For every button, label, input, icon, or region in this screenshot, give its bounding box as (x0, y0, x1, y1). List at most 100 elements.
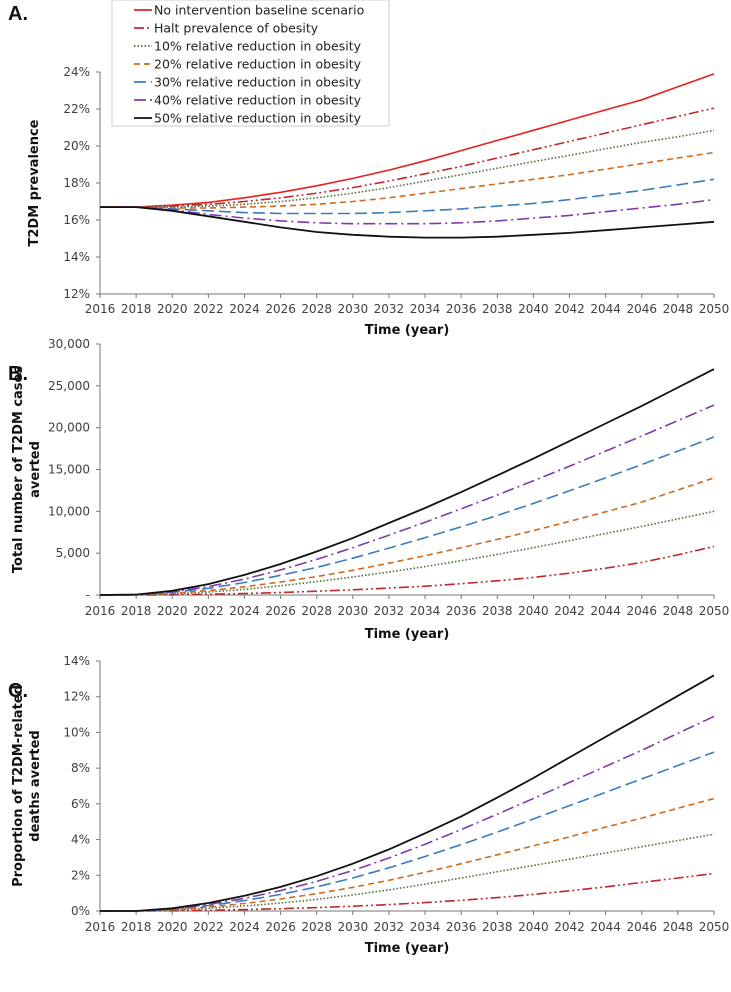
x-tick-label: 2034 (410, 302, 441, 316)
y-tick-label: 20,000 (48, 421, 90, 435)
y-tick-label: 15,000 (48, 463, 90, 477)
series-line-20pct (100, 797, 715, 912)
x-tick-label: 2050 (699, 302, 730, 316)
x-tick-label: 2044 (590, 604, 621, 618)
y-tick-label: 14% (63, 654, 90, 668)
x-tick-label: 2022 (193, 604, 224, 618)
series-line-40pct (100, 198, 715, 225)
x-tick-label: 2022 (193, 302, 224, 316)
x-tick-label: 2048 (663, 604, 694, 618)
y-tick-label: 5,000 (56, 546, 90, 560)
legend-label: 40% relative reduction in obesity (154, 93, 362, 108)
y-axis-title: Proportion of T2DM-related deaths averted (11, 685, 43, 887)
y-tick-label: 30,000 (48, 337, 90, 351)
series-line-30pct (99, 436, 715, 596)
x-tick-label: 2024 (229, 920, 260, 934)
x-tick-label: 2032 (374, 920, 405, 934)
series-line-20pct (99, 477, 715, 596)
x-tick-label: 2040 (518, 604, 549, 618)
x-tick-label: 2016 (85, 920, 116, 934)
y-tick-label: - (86, 588, 90, 602)
x-tick-label: 2044 (590, 302, 621, 316)
series-line-40pct (100, 715, 715, 912)
x-axis-title: Time (year) (365, 627, 450, 642)
x-tick-label: 2026 (265, 920, 296, 934)
x-tick-label: 2032 (374, 604, 405, 618)
series-line-50pct (100, 206, 715, 239)
y-tick-label: 10% (63, 725, 90, 739)
x-tick-label: 2038 (482, 302, 513, 316)
panel-label: B. (8, 363, 28, 385)
x-tick-label: 2036 (446, 604, 477, 618)
y-tick-label: 4% (71, 833, 90, 847)
x-tick-label: 2040 (518, 920, 549, 934)
y-tick-label: 12% (63, 690, 90, 704)
x-tick-label: 2036 (446, 302, 477, 316)
series-line-10pct (100, 833, 715, 912)
x-tick-label: 2020 (157, 604, 188, 618)
series-line-20pct (100, 151, 715, 209)
x-tick-label: 2042 (554, 920, 585, 934)
x-tick-label: 2050 (699, 604, 730, 618)
legend: No intervention baseline scenario Halt pr… (111, 0, 390, 127)
x-tick-label: 2050 (699, 920, 730, 934)
x-tick-label: 2038 (482, 920, 513, 934)
series-line-no (100, 73, 715, 208)
y-tick-label: 2% (71, 868, 90, 882)
legend-label: 50% relative reduction in obesity (154, 111, 362, 126)
x-tick-label: 2046 (626, 604, 657, 618)
x-tick-label: 2034 (410, 920, 441, 934)
series-line-10pct (100, 129, 715, 208)
x-tick-label: 2040 (518, 302, 549, 316)
x-tick-label: 2030 (338, 920, 369, 934)
y-tick-label: 0% (71, 904, 90, 918)
x-axis-title: Time (year) (365, 941, 450, 956)
y-tick-label: 22% (63, 102, 90, 116)
legend-label: No intervention baseline scenario (154, 3, 364, 18)
y-tick-label: 10,000 (48, 504, 90, 518)
x-tick-label: 2022 (193, 920, 224, 934)
x-tick-label: 2026 (265, 604, 296, 618)
x-tick-label: 2028 (301, 920, 332, 934)
series-line-50pct (100, 674, 715, 912)
x-tick-label: 2048 (663, 302, 694, 316)
x-tick-label: 2046 (626, 302, 657, 316)
x-tick-label: 2028 (301, 604, 332, 618)
x-tick-label: 2016 (85, 604, 116, 618)
x-tick-label: 2042 (554, 604, 585, 618)
x-tick-label: 2030 (338, 302, 369, 316)
x-tick-label: 2024 (229, 302, 260, 316)
x-tick-label: 2026 (265, 302, 296, 316)
series-line-halt (100, 872, 715, 912)
series-line-40pct (99, 404, 715, 596)
legend-label: 10% relative reduction in obesity (154, 39, 362, 54)
panel-b: B. - 5,000 10,000 15,000 20,000 25,000 30,000 20… (8, 337, 729, 642)
y-tick-label: 12% (63, 287, 90, 301)
x-tick-label: 2032 (374, 302, 405, 316)
series-line-10pct (99, 510, 715, 596)
x-tick-label: 2036 (446, 920, 477, 934)
panel-c: C. 0% 2% 4% 6% 8% 10% 12% 14% 2016 2018 2020 2022 202… (8, 654, 729, 956)
x-tick-label: 2018 (121, 920, 152, 934)
panel-label: C. (8, 680, 28, 702)
x-tick-label: 2028 (301, 302, 332, 316)
panel-a: A. 12% 14% 16% 18% 20% 22% 24% 2016 2018 2020 2022 2… (8, 3, 729, 338)
series-line-30pct (100, 751, 715, 912)
y-tick-label: 8% (71, 761, 90, 775)
x-tick-label: 2038 (482, 604, 513, 618)
x-tick-label: 2048 (663, 920, 694, 934)
series-line-30pct (100, 178, 715, 215)
legend-label: 20% relative reduction in obesity (154, 57, 362, 72)
x-tick-label: 2018 (121, 302, 152, 316)
x-tick-label: 2018 (121, 604, 152, 618)
x-tick-label: 2016 (85, 302, 116, 316)
y-axis-title: T2DM prevalence (27, 119, 42, 246)
x-tick-label: 2034 (410, 604, 441, 618)
y-tick-label: 25,000 (48, 379, 90, 393)
y-tick-label: 20% (63, 139, 90, 153)
legend-label: Halt prevalence of obesity (154, 21, 319, 36)
x-tick-label: 2046 (626, 920, 657, 934)
series-line-50pct (99, 368, 715, 596)
legend-label: 30% relative reduction in obesity (154, 75, 362, 90)
